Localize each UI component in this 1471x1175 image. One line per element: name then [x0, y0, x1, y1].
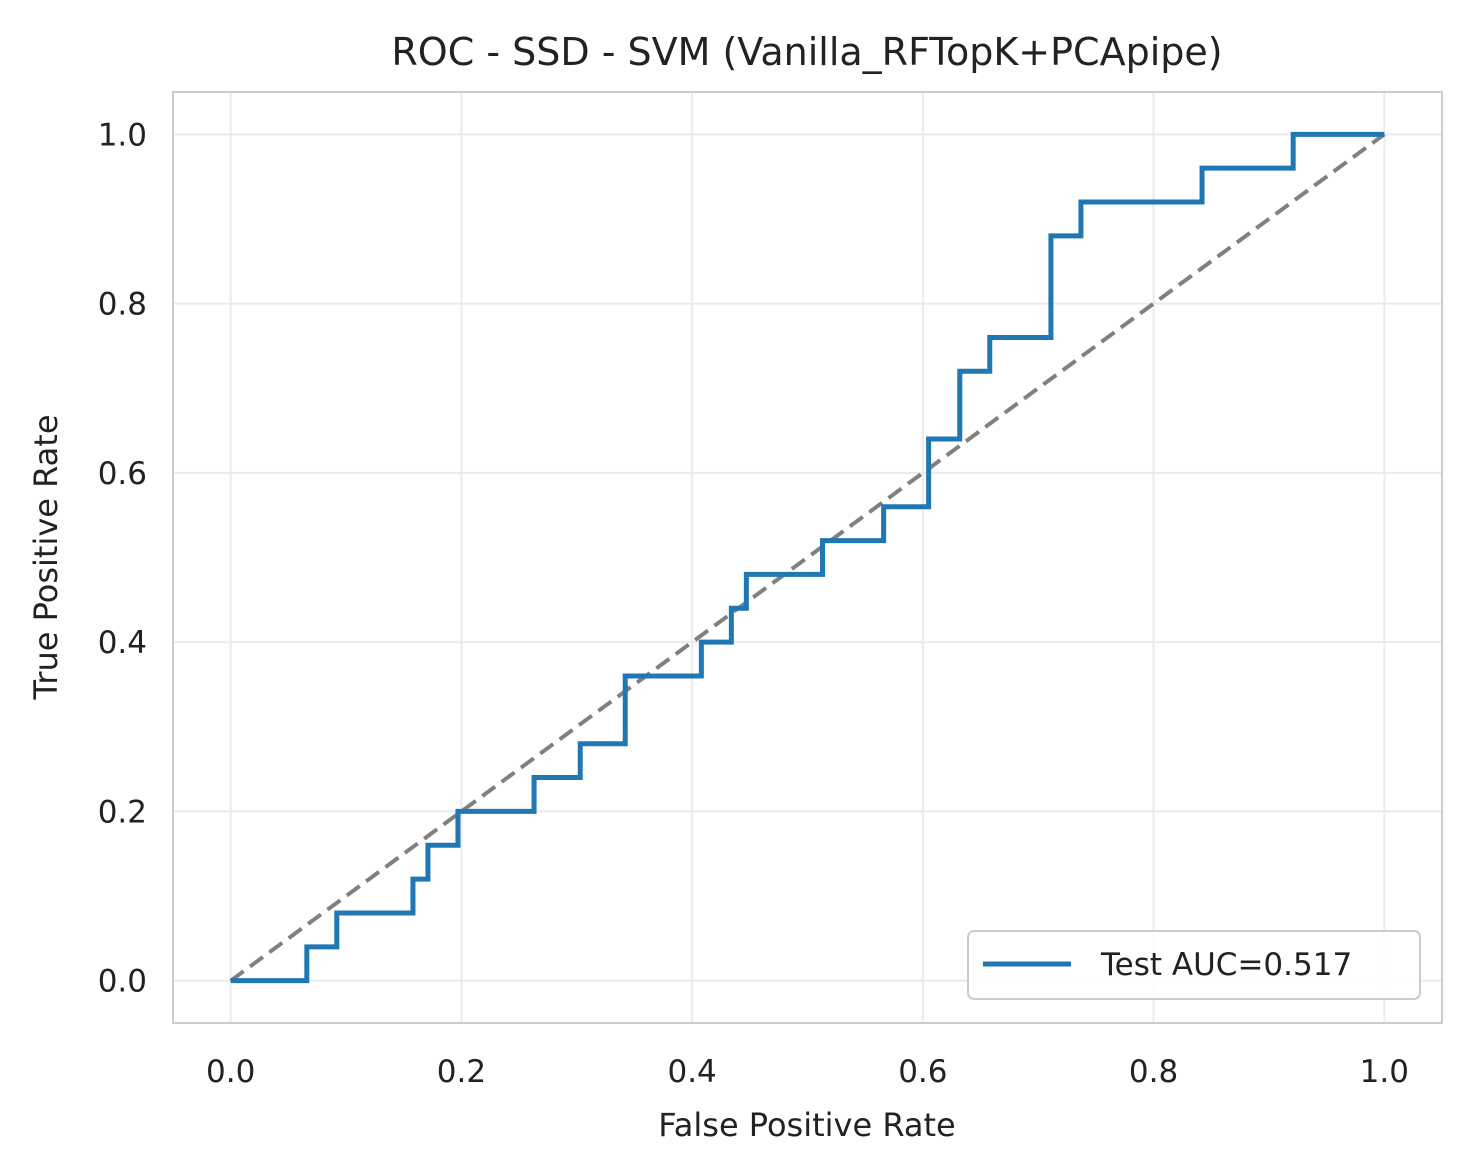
legend: Test AUC=0.517: [967, 930, 1421, 1000]
x-tick-label: 0.6: [898, 1054, 947, 1090]
roc-curve: [230, 131, 1385, 984]
y-tick-label: 0.2: [98, 794, 147, 830]
roc-line: [230, 131, 1385, 984]
y-tick-label: 1.0: [98, 117, 147, 153]
x-tick-label: 0.0: [206, 1054, 255, 1090]
chart-title: ROC - SSD - SVM (Vanilla_RFTopK+PCApipe): [391, 30, 1222, 74]
y-axis-label: True Positive Rate: [27, 414, 65, 700]
x-tick-label: 1.0: [1360, 1054, 1409, 1090]
legend-box: [967, 930, 1421, 1000]
y-tick-label: 0.4: [98, 625, 147, 661]
y-tick-label: 0.6: [98, 456, 147, 492]
x-axis-label: False Positive Rate: [658, 1106, 955, 1144]
plot-area-frame: [172, 91, 1443, 1024]
y-tick-label: 0.0: [98, 964, 147, 1000]
grid: [173, 92, 1442, 1023]
x-axis-ticks: 0.0 0.2 0.4 0.6 0.8 1.0: [206, 1054, 1409, 1090]
x-tick-label: 0.8: [1129, 1054, 1178, 1090]
y-tick-label: 0.8: [98, 287, 147, 323]
legend-label: Test AUC=0.517: [1100, 947, 1352, 983]
x-tick-label: 0.2: [437, 1054, 486, 1090]
x-tick-label: 0.4: [667, 1054, 716, 1090]
y-axis-ticks: 0.0 0.2 0.4 0.6 0.8 1.0: [98, 117, 147, 999]
